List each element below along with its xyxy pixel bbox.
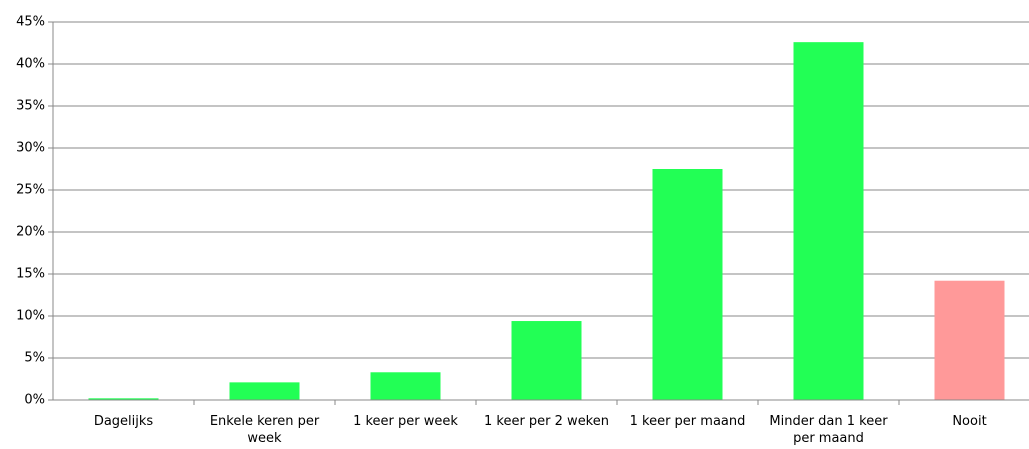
x-tick-label: 1 keer per maand	[629, 414, 746, 429]
bar	[793, 42, 864, 400]
bar	[88, 398, 159, 400]
y-tick-label: 40%	[16, 57, 45, 72]
x-tick-label: 1 keer per 2 weken	[483, 414, 609, 429]
x-tick-label: Minder dan 1 keer per maand	[769, 414, 888, 446]
bar	[511, 321, 582, 400]
x-tick-label: Enkele keren per week	[209, 414, 320, 446]
y-tick-label: 10%	[16, 309, 45, 324]
bar	[370, 372, 441, 400]
x-tick-label: Nooit	[952, 414, 987, 429]
y-tick-label: 45%	[16, 15, 45, 30]
y-tick-label: 20%	[16, 225, 45, 240]
bar	[934, 280, 1005, 400]
y-tick-label: 30%	[16, 141, 45, 156]
bar	[229, 382, 300, 400]
y-tick-label: 35%	[16, 99, 45, 114]
x-tick-label: Dagelijks	[93, 414, 154, 429]
x-tick-label: 1 keer per week	[353, 414, 458, 429]
y-tick-label: 25%	[16, 183, 45, 198]
y-tick-label: 0%	[24, 393, 45, 408]
bar	[652, 169, 723, 400]
y-tick-label: 15%	[16, 267, 45, 282]
y-tick-label: 5%	[24, 351, 45, 366]
